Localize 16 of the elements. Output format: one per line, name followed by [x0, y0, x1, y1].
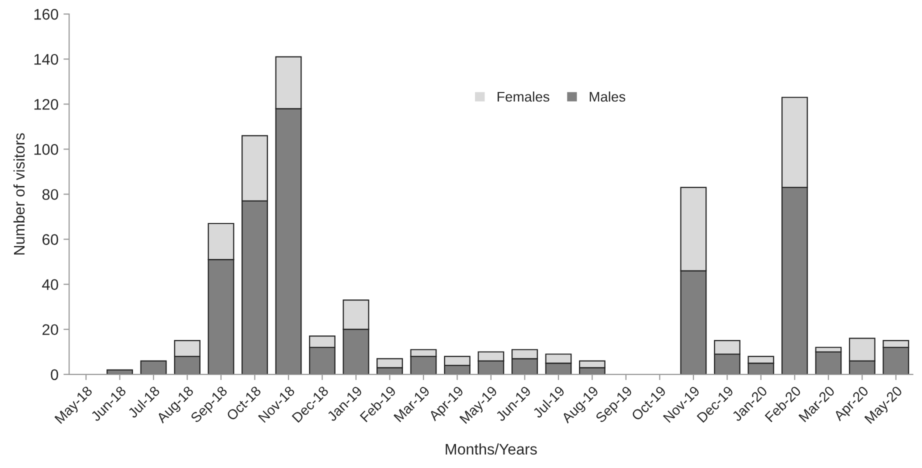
y-tick-label: 20: [42, 324, 58, 336]
y-tick-label: 160: [34, 8, 58, 20]
y-tick-label: 120: [34, 99, 58, 110]
y-tick-label: 100: [34, 144, 58, 155]
y-tick-label: 80: [42, 189, 58, 200]
legend-label: Males: [590, 91, 626, 102]
bar: [815, 351, 842, 374]
y-axis-title: Number of visitors: [13, 133, 25, 255]
y-tick-label: 40: [42, 279, 58, 290]
y-tick-label: 140: [34, 54, 58, 65]
x-axis-title: Months/Years: [446, 443, 537, 455]
y-tick-label: 60: [42, 234, 58, 245]
bar: [106, 369, 133, 374]
legend-label: Females: [498, 91, 550, 102]
bar: [140, 360, 167, 374]
y-tick-label: 0: [50, 369, 58, 380]
